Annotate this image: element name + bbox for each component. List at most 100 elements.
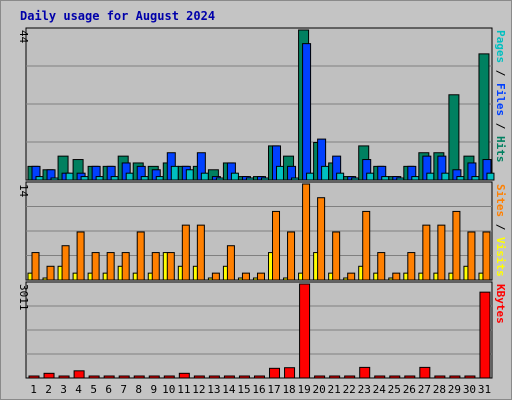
kbytes-bar (238, 375, 250, 379)
legend-entry: Hits (494, 136, 507, 163)
x-tick-label: 11 (177, 383, 190, 396)
y-max-label: 44 (17, 30, 30, 44)
x-tick-label: 9 (150, 383, 157, 396)
pages-bar (351, 177, 360, 181)
sites-bar (151, 252, 160, 281)
x-axis: 1 2 3 4 5 6 7 8 9 10 11 12 13 14 15 16 17 18 19 20 21 22 23 24 2… (30, 383, 491, 396)
sites-bar (482, 231, 491, 281)
pages-bar (426, 172, 435, 181)
x-tick-label: 30 (463, 383, 476, 396)
sites-bar (241, 272, 250, 281)
x-tick-label: 13 (207, 383, 220, 396)
kbytes-bar (389, 375, 401, 379)
sites-bar (317, 197, 326, 281)
sites-bar (166, 252, 175, 281)
legend: KBytes (494, 284, 507, 324)
legend-entry: Pages (494, 30, 507, 63)
kbytes-bar (58, 375, 70, 379)
sites-bar (347, 272, 356, 281)
pages-bar (200, 172, 209, 181)
legend: Sites / Visits (494, 184, 507, 277)
y-max-label: 14 (17, 184, 30, 198)
kbytes-bar (73, 370, 85, 379)
pages-bar (366, 172, 375, 181)
pages-bar (321, 165, 330, 181)
pages-bar (110, 176, 119, 181)
sites-bar (76, 231, 85, 281)
kbytes-bar (344, 375, 356, 379)
visits-panel: 14 Sites / Visits (17, 181, 507, 281)
x-tick-label: 20 (313, 383, 326, 396)
hits-panel: 44 Pages / Files / Hits (17, 27, 507, 181)
kbytes-bar (359, 366, 371, 379)
sites-bar (46, 265, 55, 281)
pages-bar (140, 176, 149, 181)
pages-bar (411, 176, 420, 181)
kbytes-bar (43, 372, 55, 379)
legend: Pages / Files / Hits (494, 30, 507, 163)
x-tick-label: 19 (297, 383, 310, 396)
pages-bar (50, 177, 59, 181)
sites-bar (407, 252, 416, 281)
hits-bar (448, 94, 460, 181)
x-tick-label: 18 (282, 383, 295, 396)
pages-bar (306, 172, 315, 181)
chart-title: Daily usage for August 2024 (20, 9, 215, 23)
x-tick-label: 3 (60, 383, 67, 396)
pages-bar (170, 165, 179, 181)
sites-bar (196, 224, 205, 281)
x-tick-label: 10 (162, 383, 175, 396)
x-tick-label: 2 (45, 383, 52, 396)
sites-bar (31, 252, 40, 281)
x-tick-label: 28 (433, 383, 446, 396)
sites-bar (136, 231, 145, 281)
kbytes-panel: 3011 KBytes (17, 281, 507, 379)
kbytes-bar (223, 375, 235, 379)
pages-bar (155, 176, 164, 181)
kbytes-bar (374, 375, 386, 379)
x-tick-label: 25 (388, 383, 401, 396)
pages-bar (95, 176, 104, 181)
pages-bar (215, 177, 224, 181)
legend-entry: Visits (494, 237, 507, 277)
kbytes-bar (299, 283, 311, 379)
x-tick-label: 1 (30, 383, 37, 396)
pages-bar (381, 176, 390, 181)
kbytes-bar (103, 375, 115, 379)
x-tick-label: 8 (135, 383, 142, 396)
pages-bar (441, 172, 450, 181)
x-tick-label: 7 (120, 383, 127, 396)
pages-bar (260, 177, 269, 181)
sites-bar (467, 231, 476, 281)
kbytes-bar (133, 375, 145, 379)
legend-entry: / (494, 217, 507, 237)
sites-bar (287, 231, 296, 281)
kbytes-bar (314, 375, 326, 379)
kbytes-bar (208, 375, 220, 379)
sites-bar (392, 272, 401, 281)
sites-bar (106, 252, 115, 281)
x-tick-label: 6 (105, 383, 112, 396)
x-tick-label: 24 (373, 383, 387, 396)
legend-entry: Sites (494, 184, 507, 217)
x-tick-label: 21 (328, 383, 341, 396)
x-tick-label: 26 (403, 383, 416, 396)
sites-bar (377, 252, 386, 281)
x-tick-label: 27 (418, 383, 431, 396)
kbytes-bar (163, 375, 175, 379)
sites-bar (332, 231, 341, 281)
kbytes-bar (479, 291, 491, 379)
pages-bar (35, 176, 44, 181)
pages-bar (65, 172, 74, 181)
legend-entry: KBytes (494, 284, 507, 324)
pages-bar (456, 176, 465, 181)
pages-bar (396, 177, 405, 181)
x-tick-label: 29 (448, 383, 461, 396)
kbytes-bar (28, 375, 40, 379)
sites-bar (211, 272, 220, 281)
kbytes-bar (284, 367, 296, 379)
x-tick-label: 4 (75, 383, 82, 396)
sites-bar (452, 210, 461, 281)
